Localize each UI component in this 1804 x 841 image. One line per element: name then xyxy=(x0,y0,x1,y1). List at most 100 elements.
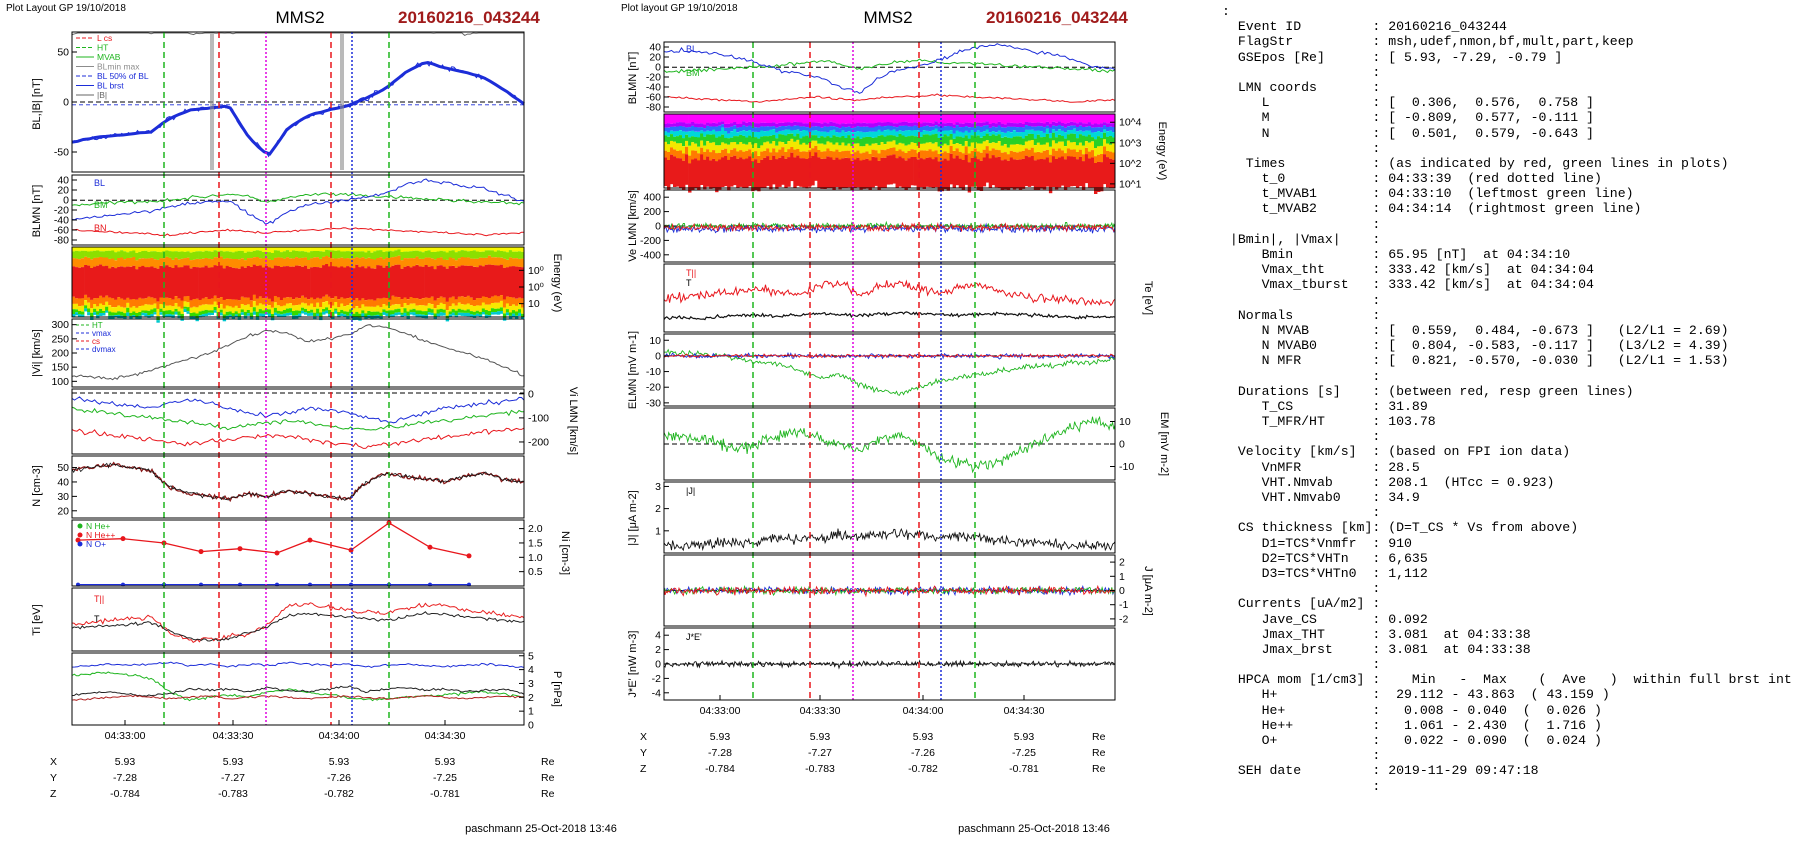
spectrogram-cell xyxy=(968,154,971,163)
spectrogram-cell xyxy=(1031,130,1034,134)
spectrogram-cell xyxy=(682,161,685,191)
spectrogram-cell xyxy=(947,145,950,153)
spectrogram-cell xyxy=(884,144,887,150)
spectrogram-cell xyxy=(129,308,132,313)
spectrogram-cell xyxy=(1070,150,1073,157)
spectrogram-cell xyxy=(998,141,1001,150)
spectrogram-cell xyxy=(760,131,763,137)
spectrogram-cell xyxy=(739,150,742,157)
spectrogram-cell xyxy=(304,298,307,304)
spectrogram-cell xyxy=(1103,154,1106,184)
spectrogram-cell xyxy=(425,311,428,315)
spectrogram-cell xyxy=(932,159,935,188)
spectrogram-cell xyxy=(205,310,208,314)
spectrogram-cell xyxy=(229,312,232,315)
spectrogram-cell xyxy=(367,307,370,312)
spectrogram-cell xyxy=(437,310,440,314)
spectrogram-cell xyxy=(476,314,479,316)
spectrogram-cell xyxy=(748,142,751,149)
spectrogram-cell xyxy=(370,253,373,259)
spectrogram-cell xyxy=(1040,159,1043,189)
y-tick-label: 10⃱ xyxy=(528,298,540,310)
spectrogram-cell xyxy=(509,297,512,306)
spectrogram-cell xyxy=(346,305,349,312)
spectrogram-cell xyxy=(244,305,247,312)
spectrogram-cell xyxy=(859,146,862,153)
spectrogram-cell xyxy=(244,253,247,260)
y-tick-label: 0.5 xyxy=(528,566,543,578)
spectrogram-cell xyxy=(926,151,929,158)
spectrogram-cell xyxy=(202,305,205,311)
spectrogram-cell xyxy=(742,114,745,121)
y-tick-label: -1 xyxy=(1119,599,1128,611)
spectrogram-cell xyxy=(890,135,893,141)
spectrogram-cell xyxy=(367,266,370,299)
spectrogram-cell xyxy=(875,137,878,143)
position-row-label: Y xyxy=(50,772,57,784)
spectrogram-cell xyxy=(428,267,431,298)
spectrogram-cell xyxy=(473,300,476,306)
spectrogram-cell xyxy=(811,141,814,149)
summary-line: : xyxy=(1222,505,1800,520)
spectrogram-cell xyxy=(1079,143,1082,150)
summary-line: : xyxy=(1222,429,1800,444)
spectrogram-cell xyxy=(920,132,923,137)
spectrogram-cell xyxy=(199,306,202,312)
spectrogram-cell xyxy=(84,257,87,265)
data-point xyxy=(275,551,280,556)
spectrogram-cell xyxy=(712,150,715,159)
spectrogram-cell xyxy=(832,114,835,123)
spectrogram-cell xyxy=(736,151,739,158)
spectrogram-cell xyxy=(301,258,304,267)
spectrogram-cell xyxy=(914,136,917,143)
spectrogram-cell xyxy=(992,142,995,148)
spectrogram-cell xyxy=(706,141,709,149)
spectrogram-cell xyxy=(1067,156,1070,187)
y-axis-label: Ti [eV] xyxy=(31,604,43,635)
spectrogram-cell xyxy=(485,250,488,257)
spectrogram-cell xyxy=(1013,159,1016,189)
spectrogram-cell xyxy=(956,137,959,144)
spectrogram-cell xyxy=(184,301,187,306)
spectrogram-cell xyxy=(796,122,799,125)
spectrogram-cell xyxy=(120,258,123,267)
spectrogram-cell xyxy=(358,301,361,309)
spectrogram-cell xyxy=(962,114,965,124)
spectrogram-cell xyxy=(295,266,298,298)
spectrogram-cell xyxy=(407,305,410,311)
spectrogram-cell xyxy=(1055,159,1058,189)
spectrogram-cell xyxy=(817,144,820,150)
y-tick-label: 40 xyxy=(57,476,69,488)
spectrogram-cell xyxy=(431,252,434,258)
y-tick-label: 1.0 xyxy=(528,552,543,564)
spectrogram-cell xyxy=(697,137,700,146)
spectrogram-cell xyxy=(96,306,99,311)
spectrogram-cell xyxy=(862,114,865,123)
spectrogram-cell xyxy=(126,298,129,303)
spectrogram-cell xyxy=(443,267,446,298)
spectrogram-cell xyxy=(667,123,670,127)
spectrogram-cell xyxy=(826,142,829,149)
spectrogram-cell xyxy=(968,147,971,154)
spectrogram-cell xyxy=(153,259,156,268)
spectrogram-cell xyxy=(404,258,407,267)
spectrogram-cell xyxy=(1016,132,1019,136)
spectrogram-cell xyxy=(959,132,962,137)
spectrogram-cell xyxy=(247,258,250,266)
spectrogram-cell xyxy=(373,251,376,259)
spectrogram-cell xyxy=(503,247,506,251)
spectrogram-cell xyxy=(971,123,974,127)
spectrogram-cell xyxy=(721,121,724,124)
spectrogram-cell xyxy=(404,313,407,316)
spectrogram-cell xyxy=(932,114,935,123)
spectrogram-cell xyxy=(763,136,766,142)
y-axis-label: P [nPa] xyxy=(551,671,563,707)
spectrogram-cell xyxy=(914,143,917,150)
y-tick-label: 0 xyxy=(528,388,534,400)
spectrogram-cell xyxy=(865,159,868,189)
spectrogram-cell xyxy=(449,312,452,315)
spectrogram-cell xyxy=(772,126,775,129)
spectrogram-cell xyxy=(709,152,712,160)
spectrogram-cell xyxy=(413,298,416,303)
spectrogram-cell xyxy=(832,135,835,144)
